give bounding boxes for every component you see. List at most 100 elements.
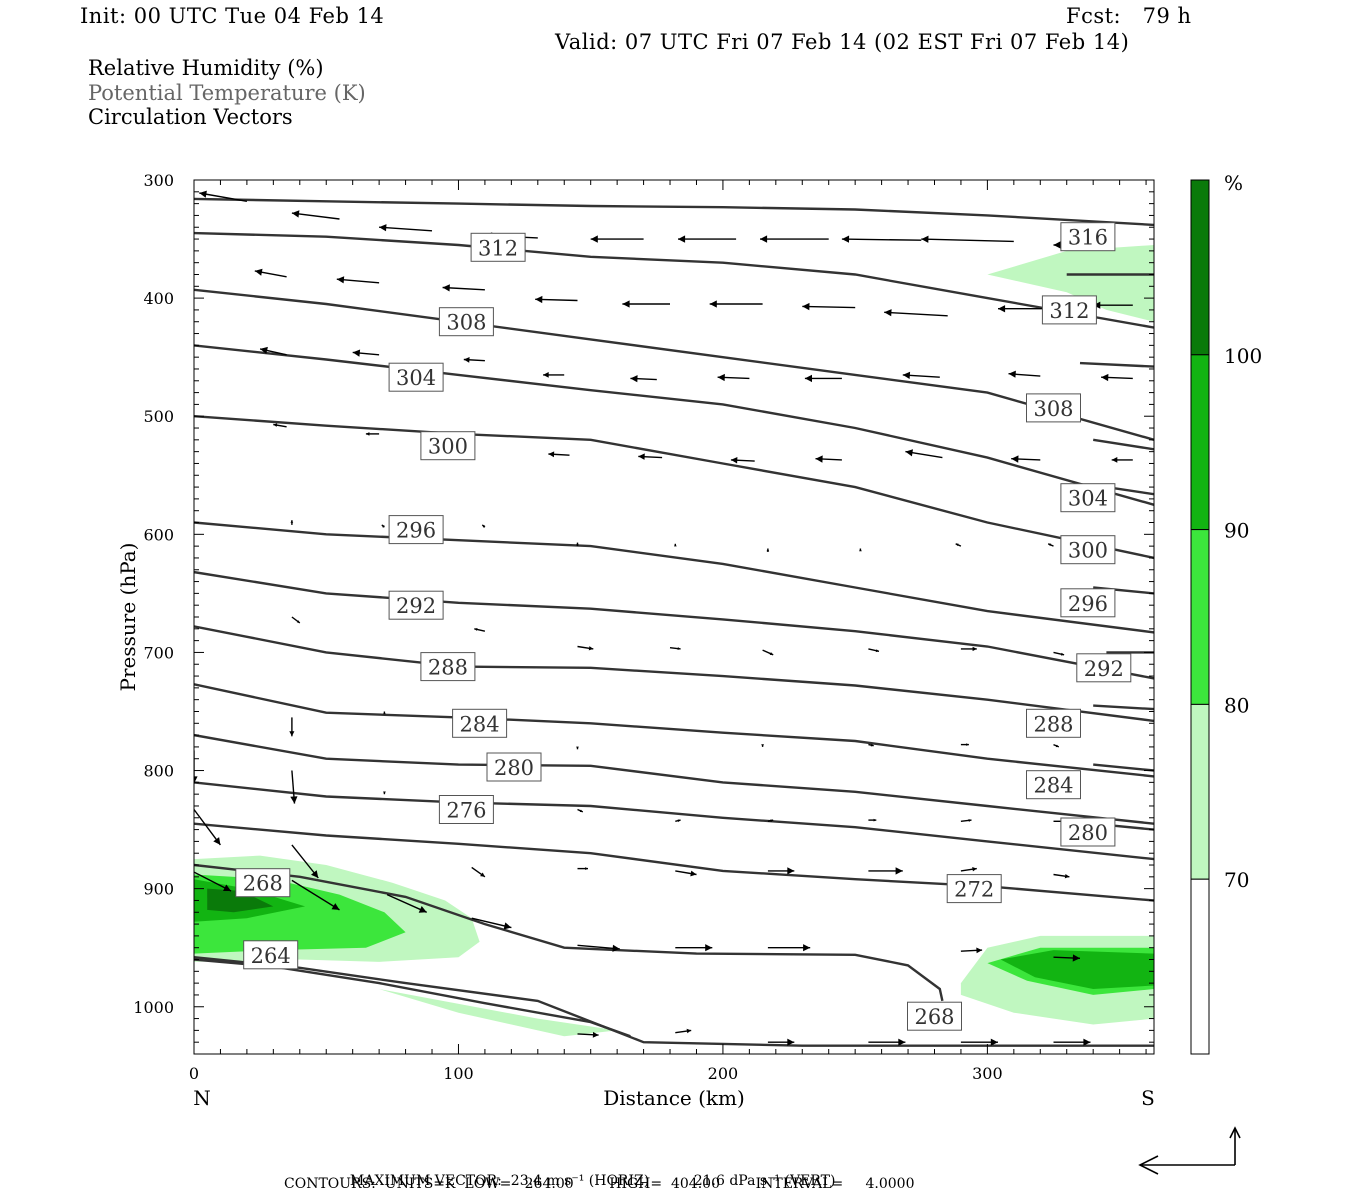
circulation-vector [815, 455, 842, 463]
valid-time: Valid: 07 UTC Fri 07 Feb 14 (02 EST Fri … [555, 30, 1130, 54]
contour-label-box [235, 868, 291, 898]
circulation-vector [868, 648, 880, 653]
circulation-vector [273, 423, 287, 428]
circulation-vector [290, 770, 298, 804]
contour-label-box [486, 752, 542, 782]
circulation-vector [291, 844, 319, 879]
circulation-vector [766, 548, 770, 552]
contour-label-box [438, 307, 494, 337]
theta-contour-304 [1093, 438, 1154, 451]
contour-label-300: 300 [1068, 539, 1108, 563]
circulation-vector [1053, 743, 1060, 748]
circulation-vector [760, 235, 829, 243]
circulation-vector [481, 524, 486, 528]
field-vectors: Circulation Vectors [88, 105, 293, 129]
max-vector-vert: 21.6 dPa s⁻¹ (VERT) [693, 1173, 836, 1189]
theta-contour-300 [194, 415, 1154, 560]
reference-vector-icon [1138, 1126, 1241, 1175]
contour-label-box [420, 431, 476, 461]
contour-label-box [1060, 483, 1116, 513]
theta-contour-268 [194, 863, 944, 1002]
circulation-vector [290, 520, 294, 525]
contour-label-280: 280 [1068, 821, 1108, 845]
theta-contour-288 [1093, 704, 1154, 711]
circulation-vector [622, 300, 670, 308]
x-tick-label: 300 [972, 1064, 1003, 1083]
circulation-vector [841, 235, 922, 243]
circulation-vector [291, 210, 340, 220]
circulation-vector [868, 818, 877, 822]
max-vector-line: MAXIMUM VECTOR: 23.4 m s⁻¹ (HORIZ) 21.6 … [341, 1157, 836, 1189]
theta-contour-284 [194, 683, 1154, 778]
colorbar-unit: % [1224, 171, 1243, 195]
forecast-hour: Fcst: 79 h [1066, 4, 1192, 28]
theta-contour-288 [194, 625, 1154, 723]
colorbar-level-label: 80 [1224, 693, 1249, 717]
circulation-vector [1053, 954, 1081, 962]
contour-label-box [1026, 770, 1081, 800]
rh-region-100 [207, 888, 274, 913]
circulation-vector [254, 268, 287, 278]
x-left-end-label: N [193, 1086, 211, 1110]
contour-label-box [1060, 535, 1116, 565]
circulation-vector [471, 866, 486, 878]
circulation-vector [960, 867, 977, 872]
max-vector-label: MAXIMUM VECTOR: [349, 1173, 502, 1189]
contour-label-300: 300 [428, 435, 468, 459]
circulation-vector [577, 1031, 599, 1038]
circulation-vector [577, 944, 620, 952]
contour-label-312: 312 [478, 236, 518, 260]
circulation-vector [717, 373, 750, 382]
circulation-vector [1053, 651, 1065, 656]
x-axis-label: Distance (km) [603, 1086, 745, 1110]
circulation-vector [535, 295, 578, 304]
circulation-vector [767, 944, 811, 952]
x-tick-label: 0 [189, 1064, 199, 1083]
colorbar-level-label: 100 [1224, 344, 1262, 368]
circulation-vector [194, 750, 198, 784]
contour-label-box [1026, 393, 1081, 423]
contour-label-box [243, 940, 299, 970]
contour-label-304: 304 [396, 366, 436, 390]
contour-label-268: 268 [243, 872, 283, 896]
colorbar-segment [1190, 179, 1210, 356]
y-tick-label: 1000 [133, 998, 174, 1017]
contour-label-box [470, 232, 526, 262]
theta-contour-308 [194, 288, 1154, 441]
circulation-vector [868, 1038, 906, 1046]
colorbar-level-label: 90 [1224, 519, 1249, 543]
circulation-vector [998, 305, 1046, 313]
circulation-vector [577, 645, 594, 651]
theta-contour-316 [194, 197, 1154, 227]
circulation-vector [767, 867, 795, 875]
rh-region-70 [379, 989, 618, 1037]
circulation-vector [548, 451, 570, 458]
circulation-vector [576, 746, 579, 750]
rh-region-90 [1000, 950, 1154, 989]
field-rh: Relative Humidity (%) [88, 56, 324, 80]
circulation-vector [905, 449, 943, 459]
circulation-vector [291, 879, 340, 911]
circulation-vector [960, 819, 972, 822]
y-tick-label: 500 [143, 407, 174, 426]
circulation-vector [463, 357, 485, 363]
colorbar-segment [1190, 878, 1210, 1055]
theta-contour-276 [194, 781, 1154, 861]
max-vector-horiz: 23.4 m s⁻¹ (HORIZ) [510, 1173, 650, 1189]
circulation-vector [960, 743, 969, 746]
circulation-vector [1011, 455, 1041, 463]
circulation-vector [678, 235, 737, 243]
theta-contour-280 [194, 733, 1154, 825]
circulation-vector [767, 819, 774, 823]
contour-label-box [388, 515, 444, 545]
contour-label-box [1076, 653, 1132, 683]
contour-label-312: 312 [1049, 299, 1089, 323]
circulation-vector [383, 791, 386, 795]
colorbar-level-label: 70 [1224, 868, 1249, 892]
contour-label-box [1060, 588, 1116, 618]
circulation-vector [577, 808, 584, 813]
theta-contour-292 [194, 570, 1154, 680]
axes: 300 400 500 600 700 800 900 1000 0 100 200 300 [133, 171, 1154, 1083]
theta-contour-284 [1093, 763, 1154, 772]
circulation-vector [669, 647, 681, 650]
